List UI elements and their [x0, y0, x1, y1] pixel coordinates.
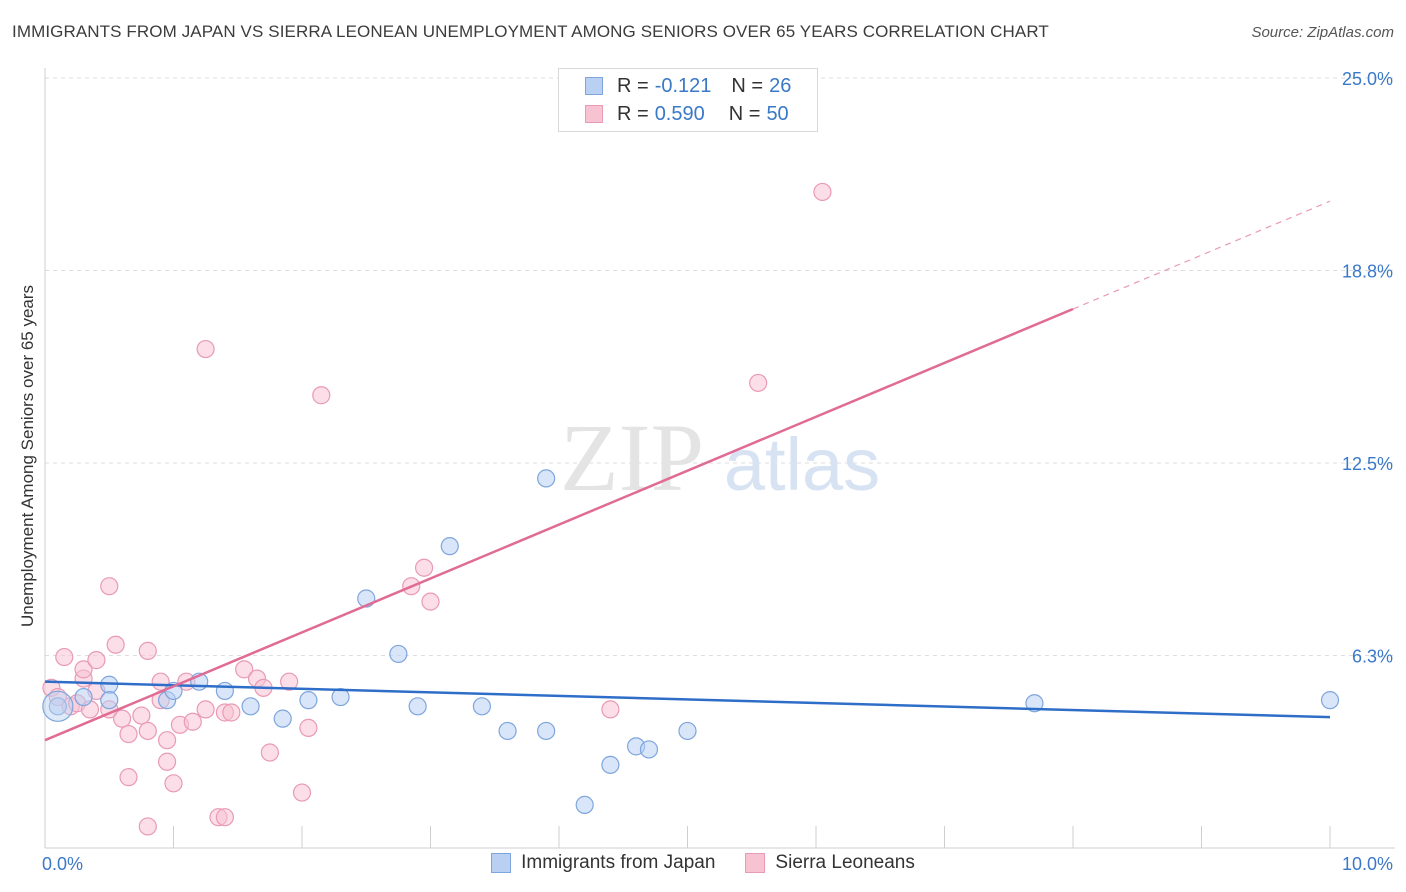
japan-point-13: [389, 644, 408, 664]
japan-point-3: [100, 691, 119, 710]
series-legend-japan: Immigrants from Japan: [491, 852, 715, 874]
sierra-point-22: [157, 752, 177, 771]
y-tick-label-2: 18.8%: [1342, 262, 1393, 282]
japan-point-0: [48, 697, 67, 716]
japan-point-16: [472, 697, 491, 716]
japan-point-18: [537, 469, 556, 488]
sierra-point-18: [138, 721, 157, 741]
legend-r-label: R =: [617, 74, 649, 97]
source-credit: Source: ZipAtlas.com: [1251, 24, 1394, 41]
japan-cluster-point: [42, 690, 74, 722]
series-swatch-japan: [491, 853, 512, 873]
gridlines: [45, 77, 1395, 656]
tick-labels: 6.3% 12.5% 18.8% 25.0% 0.0% 10.0%: [42, 69, 1393, 874]
sierra-point-19: [138, 641, 157, 660]
sierra-point-40: [299, 718, 318, 737]
x-tick-label-min: 0.0%: [42, 854, 83, 874]
japan-point-20: [575, 795, 594, 814]
japan-point-24: [678, 721, 697, 741]
y-tick-label-0: 6.3%: [1352, 647, 1393, 667]
sierra-point-37: [260, 743, 279, 762]
japan-points: [42, 469, 1340, 814]
sierra-trend-line: [44, 307, 1074, 742]
correlation-legend: R = -0.121 N = 26 R = 0.590 N = 50: [558, 68, 818, 132]
series-legend-sierra: Sierra Leoneans: [745, 852, 915, 874]
legend-row-japan: R = -0.121 N = 26: [585, 74, 791, 98]
japan-point-17: [498, 721, 517, 741]
sierra-point-39: [292, 783, 312, 802]
sierra-point-43: [414, 558, 434, 577]
japan-trend-line: [44, 680, 1331, 719]
axes: [44, 68, 1395, 849]
sierra-point-29: [196, 700, 215, 719]
sierra-point-34: [235, 660, 254, 679]
sierra-point-2: [55, 647, 74, 667]
series-label-japan: Immigrants from Japan: [521, 852, 716, 873]
legend-n-value-japan: 26: [769, 74, 792, 97]
japan-point-21: [601, 755, 620, 774]
japan-point-25: [1025, 694, 1044, 713]
legend-swatch-sierra: [585, 105, 603, 123]
japan-point-26: [1320, 691, 1340, 710]
sierra-point-23: [157, 731, 177, 750]
legend-n-label: N =: [728, 102, 761, 125]
sierra-point-47: [813, 182, 832, 202]
japan-point-9: [273, 709, 292, 728]
japan-point-14: [408, 697, 427, 716]
sierra-point-38: [280, 672, 299, 691]
sierra-points: [42, 182, 832, 836]
sierra-point-15: [119, 768, 138, 787]
sierra-point-12: [106, 635, 125, 654]
sierra-point-11: [100, 577, 119, 596]
legend-row-sierra: R = 0.590 N = 50: [585, 102, 789, 126]
legend-r-value-sierra: 0.590: [654, 102, 705, 125]
series-swatch-sierra: [745, 853, 766, 873]
japan-point-1: [74, 687, 93, 707]
sierra-point-44: [421, 592, 440, 611]
sierra-point-33: [222, 703, 241, 722]
sierra-point-9: [87, 651, 106, 670]
japan-point-8: [241, 697, 260, 716]
series-label-sierra: Sierra Leoneans: [775, 852, 915, 873]
sierra-point-27: [183, 712, 202, 731]
sierra-point-17: [138, 817, 157, 836]
legend-r-value-japan: -0.121: [654, 74, 712, 97]
japan-point-15: [440, 537, 459, 556]
y-tick-label-1: 12.5%: [1342, 454, 1393, 474]
watermark: ZIP atlas: [560, 404, 880, 511]
y-tick-label-3: 25.0%: [1342, 69, 1393, 89]
sierra-point-31: [215, 808, 234, 827]
x-tick-label-max: 10.0%: [1342, 854, 1393, 874]
sierra-trend-extension: [1072, 200, 1331, 310]
legend-n-value-sierra: 50: [766, 102, 789, 125]
sierra-point-41: [312, 386, 331, 405]
sierra-point-46: [749, 373, 768, 393]
japan-point-7: [215, 681, 234, 701]
trend-lines: [44, 200, 1331, 742]
sierra-point-45: [601, 700, 620, 719]
japan-point-19: [537, 721, 556, 741]
legend-swatch-japan: [585, 77, 603, 95]
sierra-point-28: [196, 339, 215, 359]
series-legend: Immigrants from Japan Sierra Leoneans: [0, 852, 1406, 874]
sierra-point-16: [132, 706, 151, 725]
sierra-point-6: [74, 660, 93, 679]
legend-r-label: R =: [617, 102, 649, 125]
sierra-point-24: [164, 774, 183, 793]
sierra-point-13: [112, 709, 132, 728]
chart-title: IMMIGRANTS FROM JAPAN VS SIERRA LEONEAN …: [12, 22, 1049, 41]
japan-point-10: [299, 691, 318, 710]
watermark-atlas: atlas: [724, 423, 880, 506]
japan-point-23: [639, 740, 659, 759]
sierra-point-14: [119, 724, 138, 744]
legend-n-label: N =: [731, 74, 764, 97]
